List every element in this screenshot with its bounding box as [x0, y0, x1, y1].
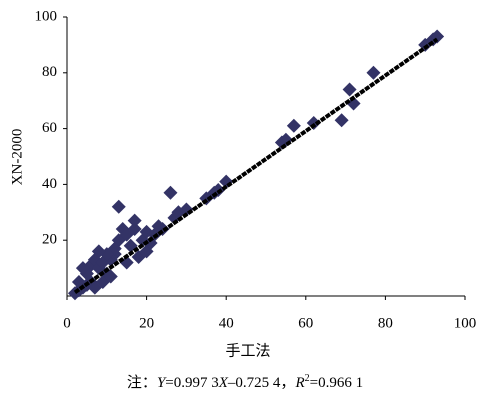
note-part: 2 [305, 373, 310, 384]
note-part: R [294, 375, 304, 391]
note-part: X [218, 375, 229, 391]
point [163, 185, 178, 200]
point [127, 222, 142, 237]
y-tick-label: 20 [42, 232, 57, 248]
point [95, 255, 110, 270]
point [119, 255, 134, 270]
note-part: =0.966 1 [310, 375, 363, 391]
note-part: –0.725 4， [227, 375, 296, 391]
x-tick-label: 40 [219, 315, 234, 331]
note-part: =0.997 3 [165, 375, 218, 391]
y-tick-label: 60 [42, 120, 57, 136]
point [75, 261, 90, 276]
x-tick-label: 100 [454, 315, 477, 331]
y-tick-label: 80 [42, 64, 57, 80]
fit-line [73, 37, 439, 295]
note-part: Y [157, 375, 167, 391]
point [334, 113, 349, 128]
point [286, 118, 301, 133]
point [151, 219, 166, 234]
y-tick-label: 40 [42, 176, 57, 192]
x-tick-label: 20 [139, 315, 154, 331]
point [111, 199, 126, 214]
note: 注：Y=0.997 3X–0.725 4，R2=0.966 1 [127, 373, 363, 392]
point [139, 224, 154, 239]
point [342, 82, 357, 97]
point [127, 213, 142, 228]
point [366, 65, 381, 80]
point [346, 96, 361, 111]
y-tick-label: 100 [35, 8, 58, 24]
point [91, 244, 106, 259]
x-tick-label: 60 [298, 315, 313, 331]
point [103, 269, 118, 284]
point [306, 116, 321, 131]
x-axis-label: 手工法 [225, 342, 270, 359]
x-tick-label: 0 [63, 315, 71, 331]
note-part: 注： [127, 374, 157, 391]
y-axis-label: XN-2000 [9, 129, 25, 186]
x-tick-label: 80 [378, 315, 393, 331]
